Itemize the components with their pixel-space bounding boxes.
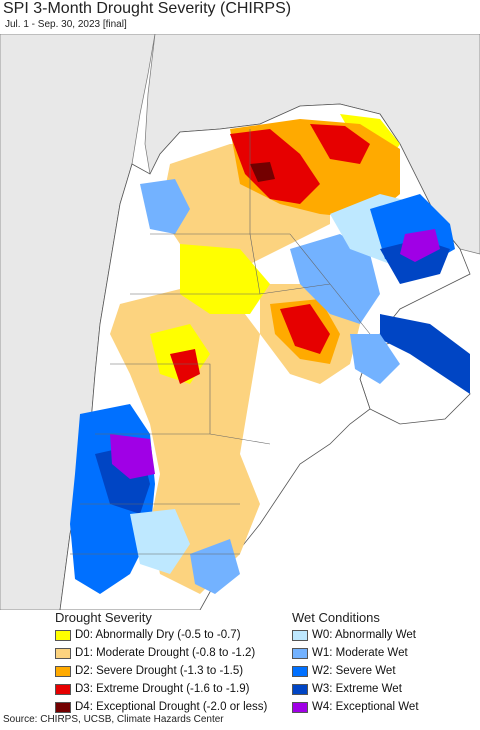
d3-zone-north-2 (310, 124, 370, 164)
legend-swatch (55, 665, 71, 677)
w3-zone-se (380, 314, 470, 394)
d3-zone-central (170, 349, 200, 384)
w1-zone-se (350, 334, 400, 384)
source-credit: Source: CHIRPS, UCSB, Climate Hazards Ce… (3, 714, 224, 725)
w0-zone-sw (130, 509, 190, 574)
d0-zone-1 (180, 244, 270, 314)
d3-zone-north (230, 129, 320, 204)
legend-item-w0: W0: Abnormally Wet (292, 628, 416, 642)
legend-swatch (292, 701, 308, 713)
w1-zone-south (190, 539, 240, 594)
legend-swatch (292, 629, 308, 641)
legend-swatch (292, 665, 308, 677)
legend-swatch (55, 701, 71, 713)
map-title: SPI 3-Month Drought Severity (CHIRPS) (3, 0, 292, 17)
d1-zone-central (110, 289, 260, 594)
wet-conditions-heading: Wet Conditions (292, 610, 380, 625)
legend-item-d1: D1: Moderate Drought (-0.8 to -1.2) (55, 646, 255, 660)
legend-swatch (55, 647, 71, 659)
legend-swatch (292, 647, 308, 659)
w4-zone-sw (110, 434, 155, 479)
drought-map (0, 34, 480, 610)
legend-item-d4: D4: Exceptional Drought (-2.0 or less) (55, 700, 267, 714)
province-borders (70, 129, 371, 555)
legend-item-d2: D2: Severe Drought (-1.3 to -1.5) (55, 664, 243, 678)
w1-zone-north (140, 179, 190, 234)
legend-item-d0: D0: Abnormally Dry (-0.5 to -0.7) (55, 628, 241, 642)
d3-zone-east (280, 304, 330, 354)
legend-swatch (55, 683, 71, 695)
legend-swatch (55, 629, 71, 641)
legend-swatch (292, 683, 308, 695)
w4-zone-ne (400, 229, 440, 262)
w1-zone-east (290, 234, 380, 324)
legend-item-w4: W4: Exceptional Wet (292, 700, 419, 714)
legend-item-w2: W2: Severe Wet (292, 664, 396, 678)
drought-severity-heading: Drought Severity (55, 610, 152, 625)
legend-item-w1: W1: Moderate Wet (292, 646, 408, 660)
legend: Drought Severity Wet Conditions D0: Abno… (0, 610, 480, 713)
d4-zone (250, 162, 275, 182)
legend-item-d3: D3: Extreme Drought (-1.6 to -1.9) (55, 682, 249, 696)
map-subtitle: Jul. 1 - Sep. 30, 2023 [final] (5, 19, 127, 30)
legend-item-w3: W3: Extreme Wet (292, 682, 402, 696)
